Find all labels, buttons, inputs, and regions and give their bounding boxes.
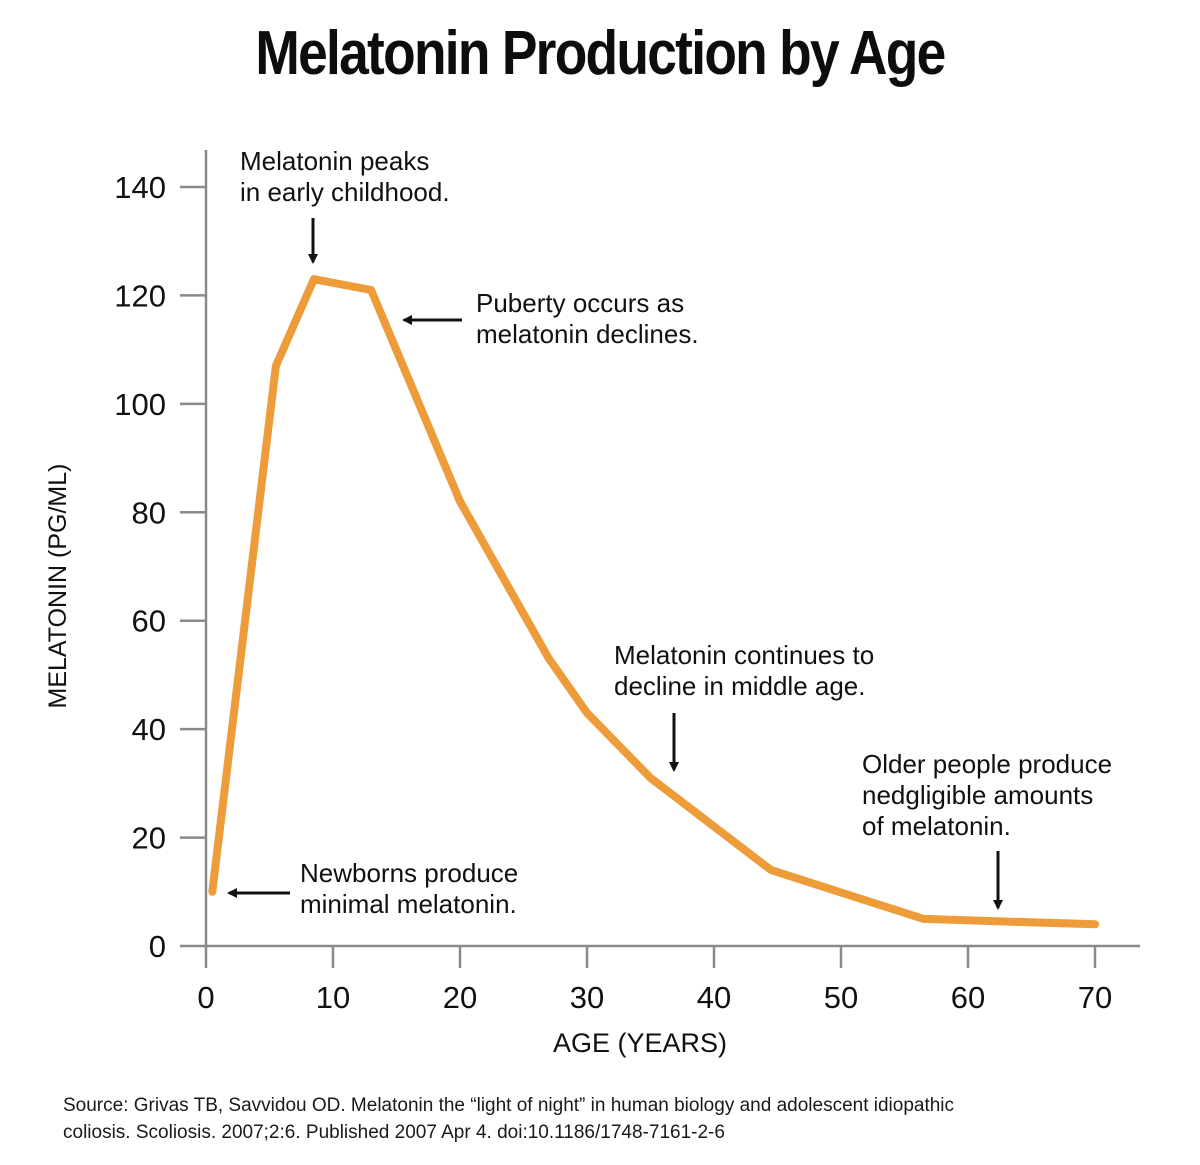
y-tick-label: 80 [132, 495, 166, 530]
chart-title: Melatonin Production by Age [255, 19, 946, 88]
x-tick-label: 20 [443, 980, 477, 1015]
source-line-2: coliosis. Scoliosis. 2007;2:6. Published… [63, 1122, 725, 1143]
x-axis-title: AGE (YEARS) [553, 1028, 727, 1058]
annotation-line: in early childhood. [240, 177, 450, 207]
y-axis-title: MELATONIN (PG/ML) [44, 464, 72, 709]
x-tick-label: 30 [570, 980, 604, 1015]
annotation-line: Melatonin peaks [240, 146, 429, 176]
x-tick-label: 60 [951, 980, 985, 1015]
source-citation: Source: Grivas TB, Savvidou OD. Melatoni… [63, 1092, 1163, 1146]
y-tick-label: 20 [132, 821, 166, 856]
series-layer [208, 275, 1099, 929]
x-tick-label: 40 [697, 980, 731, 1015]
y-tick-label: 40 [132, 712, 166, 747]
annotation-text-older: Older people produce nedgligible amounts o… [862, 749, 1112, 841]
annotation-text-middle: Melatonin continues to decline in middle … [614, 640, 874, 701]
annotations: Melatonin peaks in early childhood. Pubert… [227, 146, 1112, 919]
annotation-newborn: Newborns produce minimal melatonin. [227, 858, 518, 919]
y-tick-label: 120 [114, 278, 166, 313]
annotation-middle: Melatonin continues to decline in middle … [614, 640, 874, 772]
x-tick-label: 50 [824, 980, 858, 1015]
annotation-text-puberty: Puberty occurs as melatonin declines. [476, 288, 699, 349]
x-tick-label: 0 [197, 980, 214, 1015]
axes: 0 20 40 60 80 100 120 140 0 10 20 30 40 50 60 70 AGE (YE… [44, 150, 1140, 1058]
annotation-line: Older people produce [862, 749, 1112, 779]
annotation-text-peak: Melatonin peaks in early childhood. [240, 146, 450, 207]
line-chart: 0 20 40 60 80 100 120 140 0 10 20 30 40 50 60 70 AGE (YE… [44, 146, 1140, 1058]
annotation-line: Puberty occurs as [476, 288, 684, 318]
annotation-text-newborn: Newborns produce minimal melatonin. [300, 858, 518, 919]
y-tick-label: 60 [132, 604, 166, 639]
y-tick-label: 0 [149, 929, 166, 964]
y-tick-label: 140 [114, 170, 166, 205]
annotation-line: of melatonin. [862, 811, 1011, 841]
annotation-puberty: Puberty occurs as melatonin declines. [402, 288, 699, 349]
annotation-line: Newborns produce [300, 858, 518, 888]
annotation-line: nedgligible amounts [862, 780, 1093, 810]
x-tick-label: 70 [1078, 980, 1112, 1015]
annotation-line: Melatonin continues to [614, 640, 874, 670]
annotation-older: Older people produce nedgligible amounts o… [862, 749, 1112, 910]
x-tick-label: 10 [316, 980, 350, 1015]
y-tick-label: 100 [114, 387, 166, 422]
annotation-line: decline in middle age. [614, 671, 866, 701]
annotation-line: minimal melatonin. [300, 889, 517, 919]
annotation-peak: Melatonin peaks in early childhood. [240, 146, 450, 264]
annotation-line: melatonin declines. [476, 319, 699, 349]
source-line-1: Source: Grivas TB, Savvidou OD. Melatoni… [63, 1095, 955, 1116]
